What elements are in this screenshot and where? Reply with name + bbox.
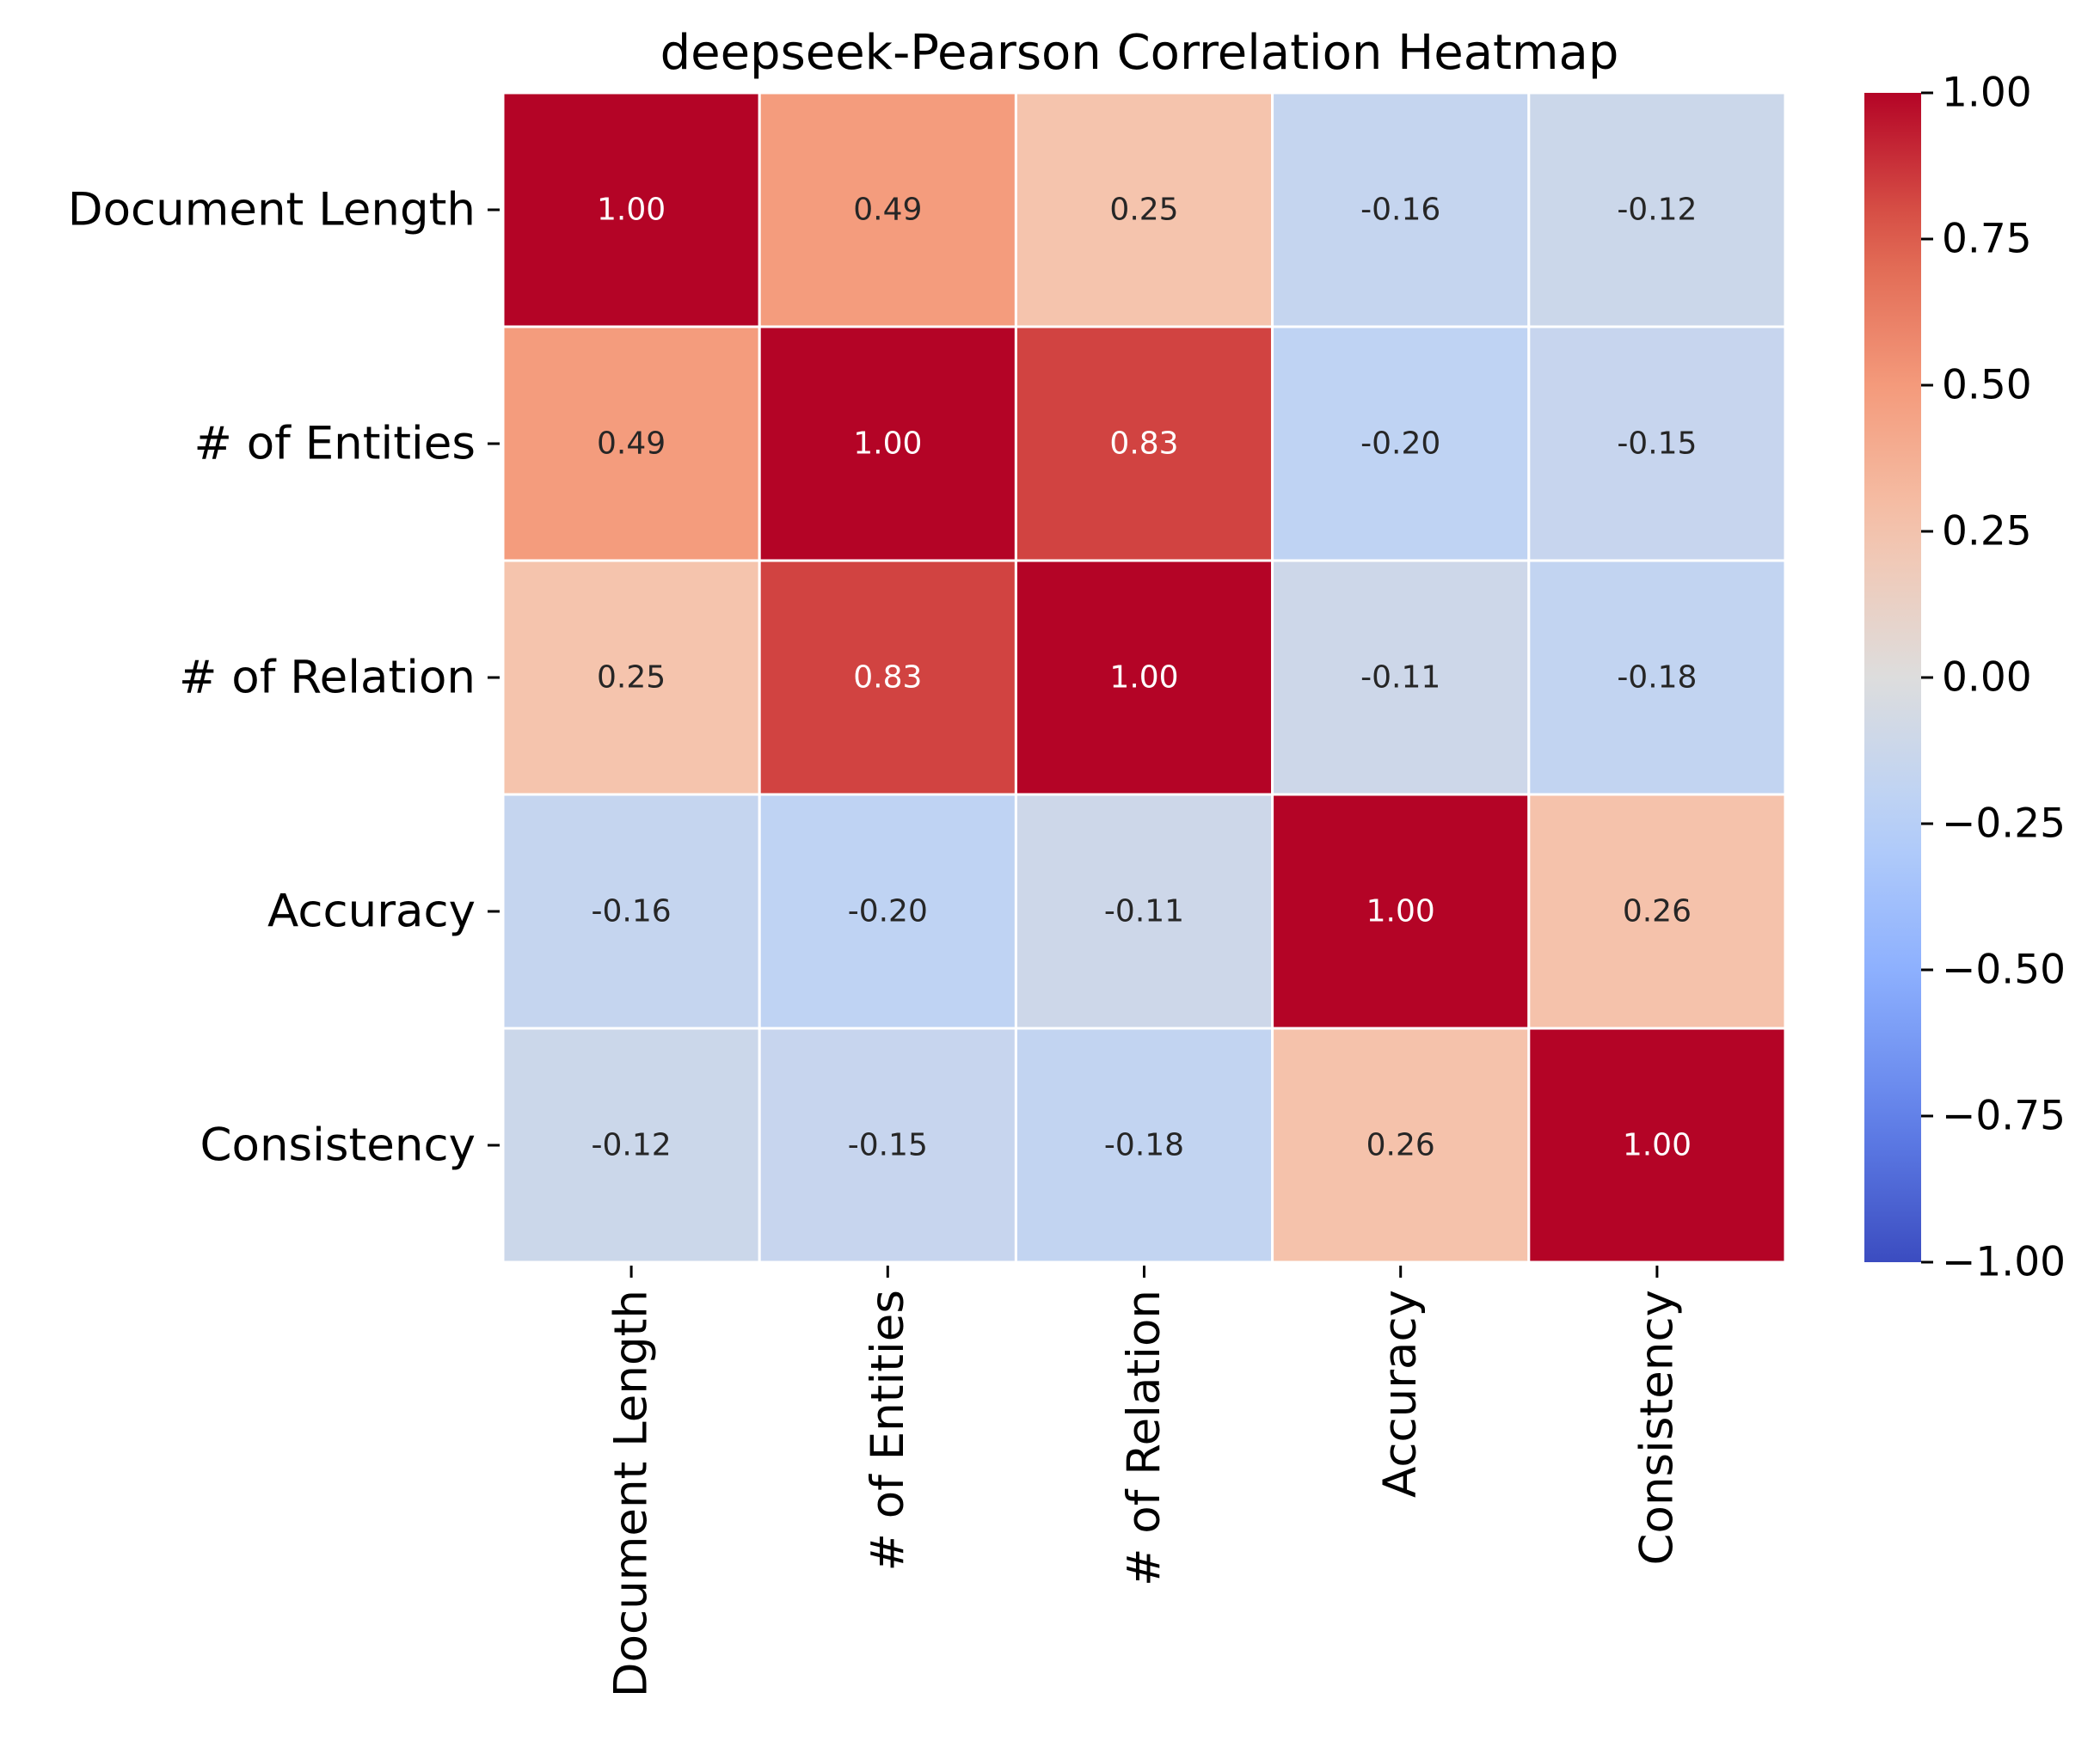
cell-value-label: -0.11	[1360, 660, 1440, 696]
cell-value-label: 1.00	[1623, 1128, 1692, 1163]
cell-value-label: 0.25	[597, 660, 666, 696]
cell-value-label: 0.26	[1623, 894, 1692, 929]
colorbar-tick-label: 0.75	[1942, 216, 2032, 263]
heatmap-cell	[1271, 91, 1531, 328]
heatmap-cell	[1271, 793, 1531, 1030]
cell-value-label: 0.49	[853, 193, 922, 228]
colorbar-tick-label: 0.50	[1942, 362, 2032, 409]
heatmap-cell	[758, 91, 1017, 328]
cell-value-label: -0.16	[592, 894, 672, 929]
colorbar-tick-label: −0.50	[1942, 947, 2066, 994]
cell-value-label: -0.12	[592, 1128, 672, 1163]
row-label: Accuracy	[267, 886, 476, 938]
colorbar-tick-label: 1.00	[1942, 70, 2032, 117]
cell-value-label: 0.83	[853, 660, 922, 696]
cell-value-label: 1.00	[853, 426, 922, 462]
cell-value-label: 1.00	[1109, 660, 1178, 696]
column-labels: Document Length # of Entities # of Relatio…	[605, 1266, 1683, 1697]
heatmap-cell	[1527, 325, 1787, 562]
heatmap-cell	[1014, 559, 1274, 796]
cell-value-label: -0.18	[1104, 1128, 1184, 1163]
cell-value-label: 0.83	[1109, 426, 1178, 462]
heatmap-cell	[1014, 91, 1274, 328]
cell-value-label: -0.15	[1617, 426, 1697, 462]
heatmap-cell	[1527, 793, 1787, 1030]
heatmap-cell	[1527, 559, 1787, 796]
heatmap-cell	[758, 793, 1017, 1030]
heatmap-cell	[758, 1027, 1017, 1264]
row-label: Consistency	[200, 1119, 476, 1172]
column-label: # of Entities	[862, 1290, 914, 1572]
heatmap-cell	[1014, 1027, 1274, 1264]
colorbar-tick-label: −1.00	[1942, 1239, 2066, 1286]
cell-value-label: 1.00	[1366, 894, 1435, 929]
colorbar-tick-label: −0.75	[1942, 1093, 2066, 1140]
row-label: Document Length	[68, 184, 476, 236]
column-label: Consistency	[1630, 1290, 1683, 1565]
row-label: # of Relation	[179, 652, 476, 704]
chart-title: deepseek-Pearson Correlation Heatmap	[660, 25, 1619, 81]
heatmap-cell	[758, 559, 1017, 796]
heatmap-cell	[501, 91, 761, 328]
row-labels: Document Length # of Entities # of Relatio…	[68, 184, 500, 1172]
heatmap-cell	[1014, 325, 1274, 562]
heatmap-cell	[1014, 793, 1274, 1030]
cell-value-label: -0.12	[1617, 193, 1697, 228]
heatmap-cell	[501, 325, 761, 562]
heatmap-cells: 1.00 0.49 0.25 -0.16 -0.12 0.49 1.00 0.83 -0.20 -…	[501, 91, 1787, 1264]
cell-value-label: 1.00	[597, 193, 666, 228]
heatmap-cell	[1527, 91, 1787, 328]
cell-value-label: -0.15	[848, 1128, 928, 1163]
column-label: Document Length	[605, 1290, 658, 1697]
cell-value-label: -0.20	[848, 894, 928, 929]
heatmap-cell	[1527, 1027, 1787, 1264]
colorbar-tick-label: 0.25	[1942, 508, 2032, 555]
cell-value-label: -0.11	[1104, 894, 1184, 929]
colorbar-tick-label: −0.25	[1942, 800, 2066, 848]
cell-value-label: 0.26	[1366, 1128, 1435, 1163]
column-label: Accuracy	[1374, 1290, 1427, 1498]
heatmap-cell	[501, 1027, 761, 1264]
column-label: # of Relation	[1118, 1290, 1170, 1586]
cell-value-label: -0.20	[1360, 426, 1440, 462]
heatmap-cell	[1271, 559, 1531, 796]
row-label: # of Entities	[194, 418, 476, 470]
colorbar: 1.00 0.75 0.50 0.25 0.00 −0.25 −0.50 −0.75 −1.00	[1864, 70, 2066, 1286]
cell-value-label: -0.16	[1360, 193, 1440, 228]
heatmap-cell	[501, 793, 761, 1030]
cell-value-label: 0.25	[1109, 193, 1178, 228]
cell-value-label: -0.18	[1617, 660, 1697, 696]
colorbar-tick-label: 0.00	[1942, 654, 2032, 702]
cell-value-label: 0.49	[597, 426, 666, 462]
colorbar-gradient	[1864, 93, 1921, 1262]
